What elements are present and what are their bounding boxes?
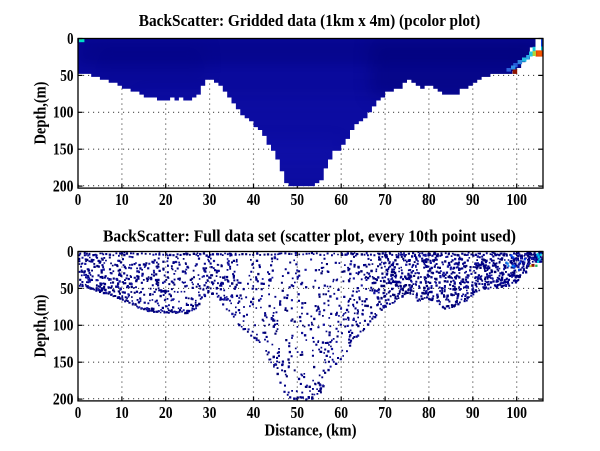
svg-text:50: 50 — [60, 279, 73, 298]
svg-text:40: 40 — [247, 403, 261, 422]
svg-text:0: 0 — [75, 190, 82, 209]
svg-text:80: 80 — [422, 403, 436, 422]
svg-text:60: 60 — [334, 403, 348, 422]
svg-text:150: 150 — [53, 353, 74, 372]
svg-text:30: 30 — [203, 403, 217, 422]
svg-text:Distance, (km): Distance, (km) — [265, 420, 357, 439]
svg-text:Depth,(m): Depth,(m) — [31, 295, 50, 358]
svg-text:0: 0 — [67, 242, 73, 261]
svg-text:10: 10 — [115, 190, 129, 209]
svg-text:0: 0 — [67, 29, 73, 48]
svg-text:BackScatter: Gridded data (1km: BackScatter: Gridded data (1km x 4m) (pc… — [139, 11, 481, 30]
svg-text:150: 150 — [53, 140, 74, 159]
svg-text:BackScatter: Full data set (sc: BackScatter: Full data set (scatter plot… — [103, 227, 516, 246]
svg-text:100: 100 — [506, 403, 527, 422]
svg-text:20: 20 — [159, 403, 173, 422]
svg-text:200: 200 — [53, 177, 74, 196]
svg-text:100: 100 — [53, 316, 74, 335]
svg-text:70: 70 — [378, 403, 392, 422]
svg-text:100: 100 — [53, 103, 74, 122]
svg-text:50: 50 — [291, 190, 305, 209]
svg-text:0: 0 — [75, 403, 82, 422]
svg-text:10: 10 — [115, 403, 129, 422]
svg-text:50: 50 — [291, 403, 305, 422]
svg-text:20: 20 — [159, 190, 173, 209]
svg-text:40: 40 — [247, 190, 261, 209]
svg-text:100: 100 — [506, 190, 527, 209]
svg-text:90: 90 — [466, 403, 480, 422]
svg-text:70: 70 — [378, 190, 392, 209]
svg-text:200: 200 — [53, 390, 74, 409]
svg-text:30: 30 — [203, 190, 217, 209]
svg-text:90: 90 — [466, 190, 480, 209]
svg-text:80: 80 — [422, 190, 436, 209]
svg-text:60: 60 — [334, 190, 348, 209]
svg-text:50: 50 — [60, 66, 73, 85]
svg-text:Depth,(m): Depth,(m) — [31, 82, 50, 145]
